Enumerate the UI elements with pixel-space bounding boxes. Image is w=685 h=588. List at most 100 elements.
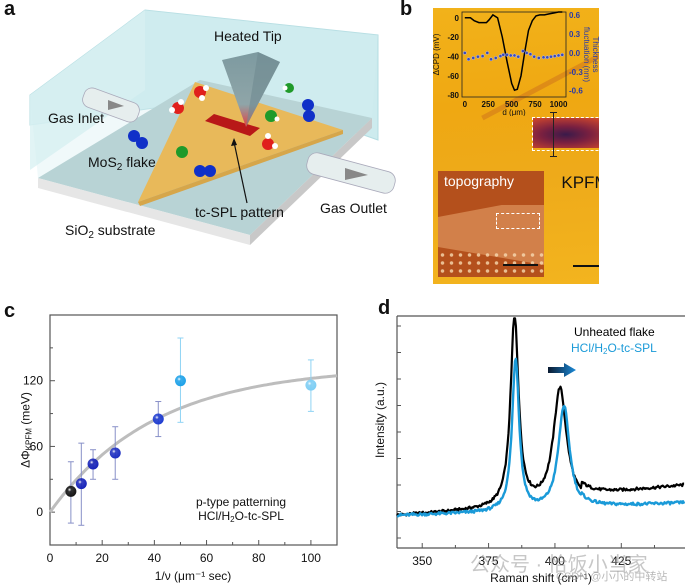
data-point xyxy=(174,375,186,387)
inset-x-tick-label: 750 xyxy=(528,100,542,109)
thickness-point xyxy=(480,54,485,58)
substrate-side-front xyxy=(38,178,250,245)
cpd-inset-chart: 0 250 500 750 1000 0 -20 -40 -60 -80 0.6 0.3 0.0 -0.3… xyxy=(433,11,599,116)
kpfm-label: KPFM xyxy=(561,173,599,192)
substrate-label: SiO2 substrate xyxy=(65,222,156,241)
inset-y-left-tick-label: -20 xyxy=(447,33,459,42)
panel-c-xlabel: 1/ν (μm⁻¹ sec) xyxy=(154,569,232,583)
thickness-point xyxy=(524,51,529,55)
kpfm-image: KPFM topography 0 250 500 750 1000 0 -20 -40 -60… xyxy=(433,8,599,284)
inset-y-right-axis-label-2: fluctuation (nm) xyxy=(582,27,591,82)
inset-x-tick-label: 1000 xyxy=(550,100,568,109)
gas-outlet-label: Gas Outlet xyxy=(320,200,387,216)
inset-y-right-tick-label: -0.6 xyxy=(569,87,583,96)
y-tick-label: 60 xyxy=(30,439,44,453)
thickness-point xyxy=(501,53,506,57)
x-tick-label: 425 xyxy=(611,554,631,568)
inset-y-right-tick-label: -0.3 xyxy=(569,68,583,77)
inset-y-left-tick-label: 0 xyxy=(455,14,460,23)
y-tick-label: 120 xyxy=(23,374,43,388)
cpd-line xyxy=(464,11,563,92)
inset-y-left-tick-label: -60 xyxy=(447,72,459,81)
kpfm-selection-box xyxy=(532,117,599,151)
panel-c-letter: c xyxy=(4,300,16,322)
hcl-tc-spl-line xyxy=(396,357,685,518)
gas-outlet-pipe xyxy=(306,152,396,194)
thickness-point xyxy=(476,54,480,59)
thickness-point xyxy=(493,56,498,60)
x-tick-label: 20 xyxy=(96,551,110,565)
topography-label: topography xyxy=(444,173,515,189)
x-tick-label: 60 xyxy=(200,551,214,565)
tc-spl-pattern-label: tc-SPL pattern xyxy=(195,204,284,220)
topography-inset: topography xyxy=(438,171,544,277)
tc-spl-pattern xyxy=(205,114,260,136)
data-point xyxy=(109,447,121,459)
thickness-point xyxy=(552,54,557,58)
legend-hcl-tc-spl: HCl/H2O-tc-SPL xyxy=(571,341,657,356)
thickness-point xyxy=(549,54,553,59)
thickness-point xyxy=(532,54,536,59)
inset-y-right-tick-label: 0.6 xyxy=(569,11,581,20)
inset-x-axis-label: d (μm) xyxy=(502,108,526,116)
thickness-point xyxy=(485,51,490,55)
inset-y-left-tick-label: -80 xyxy=(447,91,459,100)
panel-c-ylabel: ΔΦKPFM (meV) xyxy=(18,392,34,468)
inset-y-left-tick-label: -40 xyxy=(447,52,459,61)
data-point xyxy=(65,485,77,497)
thickness-point xyxy=(508,53,513,58)
watermark-wechat: 公众号 · 恰饭小当家 xyxy=(470,554,648,576)
mos2-flake xyxy=(138,82,343,202)
thickness-point xyxy=(512,53,517,58)
panel-a-illustration xyxy=(29,9,396,245)
kpfm-profile-line xyxy=(553,112,554,156)
data-point xyxy=(87,458,99,470)
thickness-point xyxy=(489,57,493,62)
x-tick-label: 80 xyxy=(252,551,266,565)
fit-curve xyxy=(48,374,338,513)
data-point xyxy=(305,379,317,391)
kpfm-scale-bar xyxy=(573,265,599,267)
panel-b-letter: b xyxy=(400,0,413,20)
topography-scale-bar xyxy=(503,264,538,266)
thickness-point xyxy=(505,53,509,57)
data-point xyxy=(152,413,164,425)
thickness-point xyxy=(463,51,467,55)
thickness-point xyxy=(466,57,471,62)
inset-y-right-tick-label: 0.0 xyxy=(569,49,581,58)
inset-y-left-axis-label: ΔCPD (mV) xyxy=(433,33,441,75)
panel-c-annotation: p-type patterning HCl/H2O-tc-SPL xyxy=(196,495,287,524)
panel-c-chart: 0 20 40 60 80 100 0 60 120 xyxy=(23,314,338,565)
panel-d-chart: 350 375 400 425 xyxy=(396,315,685,568)
heated-tip-label: Heated Tip xyxy=(214,28,282,44)
panel-a-letter: a xyxy=(4,0,16,20)
unheated-flake-line xyxy=(396,317,685,517)
x-tick-label: 100 xyxy=(301,551,321,565)
mos2-flake-label: MoS2 flake xyxy=(88,154,156,173)
x-tick-label: 400 xyxy=(545,554,565,568)
thickness-point xyxy=(560,53,565,57)
gas-inlet-label: Gas Inlet xyxy=(48,110,105,126)
thickness-point xyxy=(471,56,476,60)
inset-x-tick-label: 250 xyxy=(482,100,496,109)
substrate-side-right xyxy=(250,118,372,245)
x-tick-label: 350 xyxy=(412,554,432,568)
x-tick-label: 0 xyxy=(47,551,54,565)
legend-unheated-flake: Unheated flake xyxy=(574,325,655,339)
watermark-csdn: CSDN @小小的中转站 xyxy=(556,571,668,583)
thickness-point xyxy=(528,52,533,56)
x-tick-label: 40 xyxy=(148,551,162,565)
pattern-arrow xyxy=(233,141,248,204)
thickness-point xyxy=(556,53,561,58)
topography-selection-box xyxy=(496,213,540,229)
panel-d-letter: d xyxy=(378,297,391,319)
gas-inlet-pipe xyxy=(82,87,140,123)
thickness-point xyxy=(537,56,541,60)
inset-x-tick-label: 500 xyxy=(505,100,519,109)
y-tick-label: 0 xyxy=(36,505,43,519)
panel-d-xlabel: Raman shift (cm⁻¹) xyxy=(490,571,592,585)
data-point xyxy=(75,478,87,490)
panel-d-ylabel: Intensity (a.u.) xyxy=(373,381,387,459)
inset-y-right-axis-label-1: Thickness xyxy=(591,36,599,72)
thickness-point xyxy=(541,55,546,60)
